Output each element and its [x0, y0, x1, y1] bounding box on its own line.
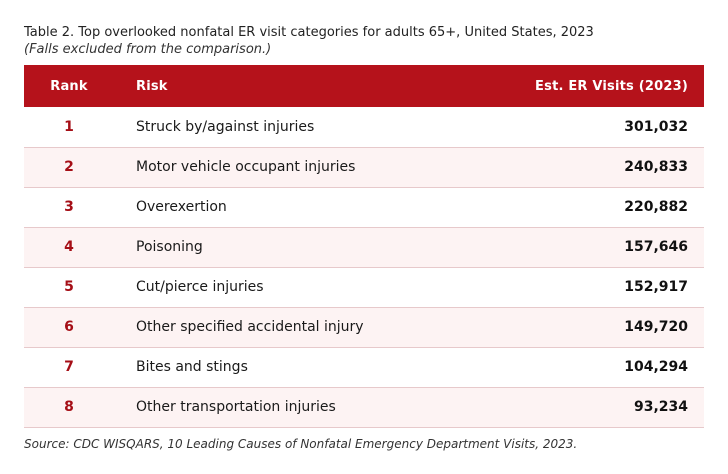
visits-cell: 240,833 — [624, 159, 688, 175]
header-visits: Est. ER Visits (2023) — [535, 78, 688, 94]
table-row: 7 Bites and stings 104,294 — [24, 347, 704, 387]
rank-cell: 6 — [64, 319, 74, 335]
risk-cell: Other transportation injuries — [136, 399, 336, 415]
table-figure: Table 2. Top overlooked nonfatal ER visi… — [24, 24, 704, 451]
risk-cell: Bites and stings — [136, 359, 248, 375]
visits-cell: 301,032 — [624, 118, 688, 135]
rank-cell: 1 — [64, 118, 74, 135]
rank-cell: 4 — [64, 239, 74, 255]
header-risk: Risk — [136, 78, 168, 94]
risk-cell: Poisoning — [136, 239, 203, 255]
rank-cell: 5 — [64, 279, 74, 295]
rank-cell: 8 — [64, 399, 74, 415]
visits-cell: 149,720 — [624, 319, 688, 335]
table-row: 2 Motor vehicle occupant injuries 240,83… — [24, 147, 704, 187]
risk-cell: Motor vehicle occupant injuries — [136, 159, 356, 175]
visits-cell: 157,646 — [624, 239, 688, 255]
table-row: 1 Struck by/against injuries 301,032 — [24, 107, 704, 147]
table-caption-subtitle: (Falls excluded from the comparison.) — [24, 42, 272, 57]
table-body: 1 Struck by/against injuries 301,032 2 M… — [24, 107, 704, 427]
risk-cell: Other specified accidental injury — [136, 319, 364, 335]
rank-cell: 7 — [64, 359, 74, 375]
table-row: 8 Other transportation injuries 93,234 — [24, 387, 704, 427]
visits-cell: 152,917 — [624, 279, 688, 295]
header-rank: Rank — [50, 78, 88, 94]
risk-cell: Struck by/against injuries — [136, 118, 315, 135]
table-row: 3 Overexertion 220,882 — [24, 187, 704, 227]
table-row: 6 Other specified accidental injury 149,… — [24, 307, 704, 347]
risk-cell: Cut/pierce injuries — [136, 279, 264, 295]
er-visits-table: Rank Risk Est. ER Visits (2023) 1 Struck… — [24, 65, 704, 428]
table-header: Rank Risk Est. ER Visits (2023) — [24, 65, 704, 107]
risk-cell: Overexertion — [136, 199, 227, 215]
table-source-note: Source: CDC WISQARS, 10 Leading Causes o… — [24, 436, 578, 451]
rank-cell: 3 — [64, 199, 74, 215]
rank-cell: 2 — [64, 159, 74, 175]
visits-cell: 220,882 — [624, 199, 688, 215]
table-caption-title: Table 2. Top overlooked nonfatal ER visi… — [24, 25, 594, 40]
visits-cell: 104,294 — [624, 359, 688, 375]
header-row: Rank Risk Est. ER Visits (2023) — [24, 65, 704, 107]
table-row: 4 Poisoning 157,646 — [24, 227, 704, 267]
visits-cell: 93,234 — [633, 399, 688, 415]
table-row: 5 Cut/pierce injuries 152,917 — [24, 267, 704, 307]
